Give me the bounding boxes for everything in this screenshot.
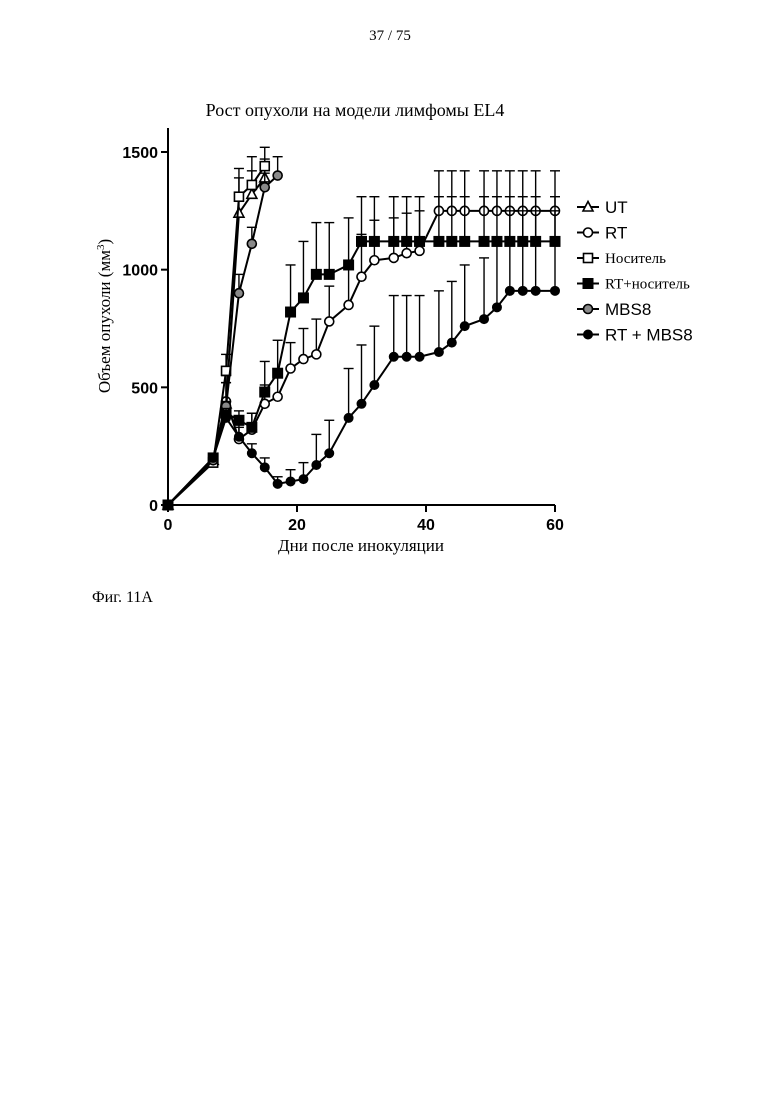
data-point	[273, 392, 282, 401]
data-point	[389, 352, 398, 361]
data-point	[247, 239, 256, 248]
data-point	[402, 236, 412, 246]
data-point	[260, 183, 269, 192]
data-point	[551, 286, 560, 295]
x-tick-label: 40	[417, 517, 435, 534]
series-group	[164, 157, 283, 510]
data-point	[324, 269, 334, 279]
data-point	[492, 303, 501, 312]
figure-caption: Фиг. 11А	[92, 589, 153, 607]
legend-marker	[583, 279, 593, 289]
data-point	[222, 413, 231, 422]
data-point	[286, 477, 295, 486]
data-point	[299, 355, 308, 364]
data-point	[273, 368, 283, 378]
data-point	[298, 293, 308, 303]
data-point	[286, 307, 296, 317]
data-point	[518, 286, 527, 295]
data-point	[234, 415, 244, 425]
data-point	[164, 501, 173, 510]
data-point	[234, 192, 243, 201]
data-point	[460, 236, 470, 246]
data-point	[247, 180, 256, 189]
data-point	[415, 246, 424, 255]
legend-label: MBS8	[605, 300, 651, 319]
data-point	[370, 256, 379, 265]
series-line	[168, 176, 278, 505]
data-point	[357, 399, 366, 408]
data-point	[357, 236, 367, 246]
y-axis-label-close: )	[95, 239, 114, 245]
data-point	[260, 463, 269, 472]
y-tick-label: 1000	[122, 263, 158, 280]
data-point	[402, 352, 411, 361]
data-point	[369, 236, 379, 246]
data-point	[234, 289, 243, 298]
y-tick-label: 500	[131, 380, 158, 397]
data-point	[460, 322, 469, 331]
data-point	[344, 413, 353, 422]
y-tick-label: 1500	[122, 145, 158, 162]
y-tick-label: 0	[149, 498, 158, 515]
data-point	[531, 286, 540, 295]
data-point	[325, 449, 334, 458]
y-axis-label: Объем опухоли (мм3)	[95, 239, 114, 393]
data-point	[402, 249, 411, 258]
data-point	[312, 350, 321, 359]
legend-marker	[584, 254, 593, 263]
data-point	[299, 475, 308, 484]
legend-label: RT+носитель	[605, 277, 690, 293]
data-point	[447, 236, 457, 246]
tick-group: 0 20 40 60 0 500 1000 1500	[122, 145, 564, 534]
data-point	[389, 236, 399, 246]
data-point	[415, 236, 425, 246]
legend: UT RT Носитель RT+носитель MBS8 RT + MBS8	[577, 198, 693, 345]
data-point	[247, 422, 257, 432]
data-point	[370, 380, 379, 389]
data-point	[357, 272, 366, 281]
chart-title: Рост опухоли на модели лимфомы EL4	[206, 100, 505, 120]
data-point	[344, 260, 354, 270]
data-point	[415, 352, 424, 361]
x-axis-label: Дни после инокуляции	[278, 536, 444, 555]
data-point	[260, 162, 269, 171]
data-point	[505, 286, 514, 295]
data-point	[260, 387, 270, 397]
x-tick-label: 20	[288, 517, 306, 534]
data-point	[479, 236, 489, 246]
data-point	[286, 364, 295, 373]
y-axis-label-main: Объем опухоли (мм	[95, 250, 114, 393]
data-point	[311, 269, 321, 279]
data-point	[312, 460, 321, 469]
data-point	[434, 348, 443, 357]
legend-marker	[584, 330, 593, 339]
legend-label: UT	[605, 198, 628, 217]
data-point	[480, 315, 489, 324]
data-point	[234, 432, 243, 441]
data-point	[273, 479, 282, 488]
data-point	[325, 317, 334, 326]
x-tick-label: 0	[164, 517, 173, 534]
plot-area	[163, 147, 560, 510]
legend-label: RT + MBS8	[605, 326, 693, 345]
data-point	[344, 300, 353, 309]
data-point	[273, 171, 282, 180]
data-point	[209, 453, 218, 462]
legend-marker	[584, 305, 593, 314]
legend-marker	[584, 228, 593, 237]
data-point	[247, 449, 256, 458]
legend-label: RT	[605, 224, 627, 243]
x-tick-label: 60	[546, 517, 564, 534]
data-point	[434, 236, 444, 246]
data-point	[447, 338, 456, 347]
legend-label: Носитель	[605, 251, 666, 267]
data-point	[389, 253, 398, 262]
